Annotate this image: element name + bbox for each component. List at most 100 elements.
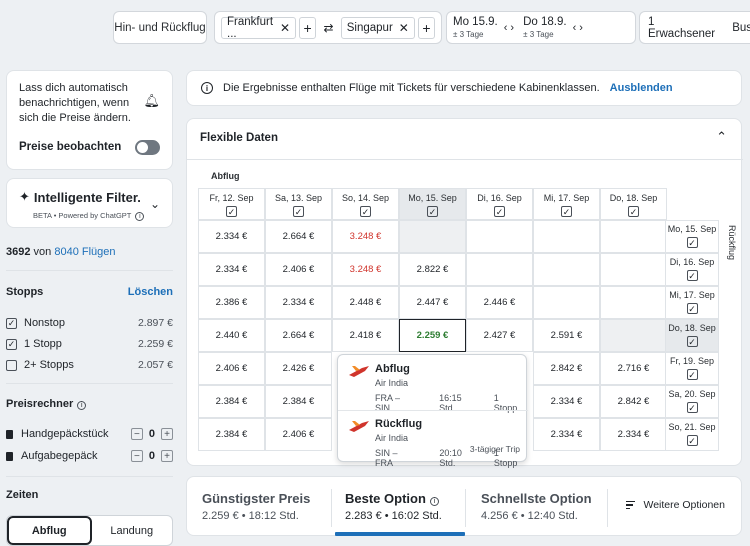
price-cell[interactable]: 2.664 € bbox=[265, 319, 332, 352]
price-cell[interactable]: 2.259 € bbox=[399, 319, 466, 352]
price-cell[interactable]: 2.406 € bbox=[265, 418, 332, 451]
return-date-header[interactable]: Do, 18. Sep ✓ bbox=[665, 319, 719, 352]
increment-button[interactable]: + bbox=[161, 450, 173, 462]
checkbox-checked-icon[interactable]: ✓ bbox=[686, 270, 698, 281]
checkbox-checked-icon[interactable]: ✓ bbox=[360, 206, 371, 217]
checkbox-checked-icon[interactable]: ✓ bbox=[686, 369, 698, 380]
tab-landung[interactable]: Landung bbox=[110, 524, 154, 537]
swap-icon[interactable]: ⇄ bbox=[323, 20, 334, 35]
return-date-header[interactable]: Sa, 20. Sep ✓ bbox=[665, 385, 719, 418]
checkbox-empty-icon[interactable] bbox=[6, 359, 17, 371]
chevron-down-icon[interactable]: ⌄ bbox=[149, 197, 160, 211]
checkbox-checked-icon[interactable]: ✓ bbox=[494, 206, 505, 217]
close-icon[interactable]: ✕ bbox=[398, 20, 409, 35]
price-cell[interactable]: 2.440 € bbox=[198, 319, 265, 352]
return-date-header[interactable]: Mi, 17. Sep ✓ bbox=[665, 286, 719, 319]
depart-date-header[interactable]: Sa, 13. Sep ✓ bbox=[265, 188, 332, 220]
return-date-header[interactable]: Fr, 19. Sep ✓ bbox=[665, 352, 719, 385]
return-date-header[interactable]: Mo, 15. Sep ✓ bbox=[665, 220, 719, 253]
price-cell[interactable]: 2.426 € bbox=[265, 352, 332, 385]
price-cell[interactable]: 2.334 € bbox=[198, 220, 265, 253]
checkbox-checked-icon[interactable]: ✓ bbox=[686, 435, 698, 446]
price-cell[interactable]: 2.334 € bbox=[600, 418, 667, 451]
price-cell[interactable]: 2.448 € bbox=[332, 286, 399, 319]
destination-chip[interactable]: Singapur ✕ bbox=[340, 16, 415, 39]
price-cell[interactable]: 2.664 € bbox=[265, 220, 332, 253]
checkbox-checked-icon[interactable]: ✓ bbox=[686, 402, 698, 413]
depart-date-arrows[interactable]: ‹› bbox=[503, 21, 518, 34]
info-icon[interactable]: i bbox=[429, 497, 439, 506]
price-cell[interactable]: 2.334 € bbox=[265, 286, 332, 319]
decrement-button[interactable]: − bbox=[130, 450, 143, 462]
price-cell[interactable]: 3.248 € bbox=[332, 253, 399, 286]
price-cell[interactable]: 2.384 € bbox=[198, 385, 265, 418]
price-cell[interactable]: 2.384 € bbox=[265, 385, 332, 418]
checkbox-checked-icon[interactable]: ✓ bbox=[6, 338, 17, 350]
depart-date-header[interactable]: Do, 18. Sep ✓ bbox=[600, 188, 667, 220]
price-cell[interactable]: 2.406 € bbox=[198, 352, 265, 385]
increment-button[interactable]: + bbox=[161, 428, 173, 440]
return-date-label: Mi, 17. Sep bbox=[669, 290, 715, 300]
info-icon[interactable]: i bbox=[135, 212, 145, 221]
checkbox-checked-icon[interactable]: ✓ bbox=[686, 303, 698, 314]
add-origin-button[interactable]: + bbox=[299, 16, 317, 39]
return-date-field[interactable]: Do 18.9. ± 3 Tage bbox=[523, 16, 566, 38]
sort-cheapest[interactable]: Günstigster Preis 2.259 € • 18:12 Std. bbox=[202, 491, 332, 522]
checkbox-checked-icon[interactable]: ✓ bbox=[628, 206, 639, 217]
price-cell[interactable]: 2.334 € bbox=[533, 385, 600, 418]
stops-clear-link[interactable]: Löschen bbox=[127, 286, 173, 298]
depart-date-header[interactable]: Mo, 15. Sep ✓ bbox=[399, 188, 466, 220]
stop-filter-nonstop[interactable]: ✓ Nonstop 2.897 € bbox=[6, 317, 173, 329]
price-cell[interactable]: 2.591 € bbox=[533, 319, 600, 352]
depart-date-header[interactable]: Di, 16. Sep ✓ bbox=[466, 188, 533, 220]
price-cell[interactable]: 2.406 € bbox=[265, 253, 332, 286]
passenger-select[interactable]: 1 Erwachsener Busin bbox=[639, 11, 750, 44]
checkbox-checked-icon[interactable]: ✓ bbox=[686, 336, 698, 347]
price-cell[interactable]: 2.842 € bbox=[600, 385, 667, 418]
tab-abflug[interactable]: Abflug bbox=[7, 516, 92, 545]
decrement-button[interactable]: − bbox=[130, 428, 143, 440]
checkbox-checked-icon[interactable]: ✓ bbox=[6, 317, 17, 329]
price-cell[interactable]: 2.842 € bbox=[533, 352, 600, 385]
watch-prices-toggle[interactable] bbox=[135, 140, 160, 155]
price-cell[interactable]: 2.716 € bbox=[600, 352, 667, 385]
add-destination-button[interactable]: + bbox=[417, 16, 435, 39]
price-cell[interactable]: 2.334 € bbox=[533, 418, 600, 451]
checkbox-checked-icon[interactable]: ✓ bbox=[226, 206, 237, 217]
price-cell[interactable]: 2.418 € bbox=[332, 319, 399, 352]
ai-filter-card[interactable]: ✦ Intelligente Filter. BETA • Powered by … bbox=[6, 178, 173, 228]
return-date-header[interactable]: So, 21. Sep ✓ bbox=[665, 418, 719, 451]
checkbox-checked-icon[interactable]: ✓ bbox=[427, 206, 438, 217]
depart-date-header[interactable]: So, 14. Sep ✓ bbox=[332, 188, 399, 220]
sort-fastest[interactable]: Schnellste Option 4.256 € • 12:40 Std. bbox=[481, 491, 611, 522]
return-date-arrows[interactable]: ‹› bbox=[572, 21, 586, 34]
price-cell[interactable]: 2.446 € bbox=[466, 286, 533, 319]
price-cell[interactable]: 2.386 € bbox=[198, 286, 265, 319]
price-cell[interactable]: 3.248 € bbox=[332, 220, 399, 253]
chevron-up-icon[interactable]: ⌃ bbox=[716, 129, 727, 144]
checkbox-checked-icon[interactable]: ✓ bbox=[561, 206, 572, 217]
price-cell[interactable]: 2.334 € bbox=[198, 253, 265, 286]
depart-date-field[interactable]: Mo 15.9. ± 3 Tage bbox=[453, 16, 498, 38]
trip-type-select[interactable]: Hin- und Rückflug bbox=[113, 11, 207, 44]
hide-banner-link[interactable]: Ausblenden bbox=[609, 82, 673, 94]
price-cell[interactable]: 2.384 € bbox=[198, 418, 265, 451]
close-icon[interactable]: ✕ bbox=[279, 20, 291, 35]
checkbox-checked-icon[interactable]: ✓ bbox=[686, 237, 698, 248]
price-cell[interactable]: 2.427 € bbox=[466, 319, 533, 352]
info-icon[interactable]: i bbox=[77, 401, 87, 410]
depart-date-header[interactable]: Mi, 17. Sep ✓ bbox=[533, 188, 600, 220]
sort-best[interactable]: Beste Option i 2.283 € • 16:02 Std. bbox=[345, 491, 475, 522]
result-total-link[interactable]: 8040 Flügen bbox=[54, 246, 116, 258]
search-bar: Hin- und Rückflug Frankfurt ... ✕ + ⇄ Sin… bbox=[0, 0, 750, 58]
stop-filter-two-plus[interactable]: 2+ Stopps 2.057 € bbox=[6, 359, 173, 371]
more-options-button[interactable]: Weitere Optionen bbox=[626, 499, 725, 511]
return-date-header[interactable]: Di, 16. Sep ✓ bbox=[665, 253, 719, 286]
stop-filter-one-stop[interactable]: ✓ 1 Stopp 2.259 € bbox=[6, 338, 173, 350]
price-cell[interactable]: 2.447 € bbox=[399, 286, 466, 319]
checkbox-checked-icon[interactable]: ✓ bbox=[293, 206, 304, 217]
origin-chip[interactable]: Frankfurt ... ✕ bbox=[221, 16, 297, 40]
cabin-label[interactable]: Busin bbox=[732, 21, 750, 34]
depart-date-header[interactable]: Fr, 12. Sep ✓ bbox=[198, 188, 265, 220]
price-cell[interactable]: 2.822 € bbox=[399, 253, 466, 286]
